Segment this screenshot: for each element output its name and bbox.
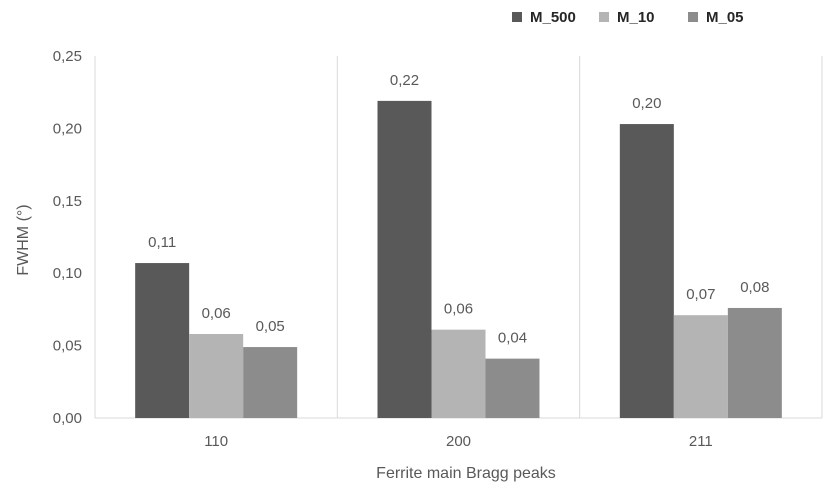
x-tick-label: 110 (204, 433, 228, 450)
legend-swatch-m-500 (512, 12, 522, 22)
data-label: 0,04 (498, 330, 527, 347)
data-label: 0,06 (444, 301, 473, 318)
bar-m-500 (619, 124, 674, 418)
y-tick-label: 0,25 (53, 48, 82, 65)
y-axis-title: FWHM (°) (15, 204, 32, 275)
data-label: 0,05 (256, 318, 285, 335)
y-tick-label: 0,20 (53, 120, 82, 137)
bar-m-10 (431, 329, 486, 418)
bars-layer (135, 100, 782, 418)
data-label: 0,07 (686, 286, 715, 303)
x-tick-label: 200 (446, 433, 471, 450)
bar-m-05 (727, 307, 782, 418)
legend-swatch-m-10 (599, 12, 609, 22)
bar-m-10 (673, 315, 728, 418)
bar-m-500 (377, 100, 432, 418)
y-tick-label: 0,10 (53, 265, 82, 282)
data-labels: 0,11 0,06 0,05 0,22 0,06 0,04 0,20 0,07 0,08 (148, 72, 769, 347)
legend: M_500 M_10 M_05 (512, 9, 744, 26)
bar-m-500 (135, 263, 190, 418)
data-label: 0,06 (202, 305, 231, 322)
data-label: 0,11 (148, 234, 176, 251)
x-axis: 110 200 211 (204, 433, 713, 450)
legend-label: M_10 (617, 9, 655, 26)
data-label: 0,22 (390, 72, 419, 89)
x-tick-label: 211 (689, 433, 713, 450)
legend-label: M_05 (706, 9, 744, 26)
x-axis-title: Ferrite main Bragg peaks (376, 465, 556, 482)
y-axis: 0,00 0,05 0,10 0,15 0,20 0,25 (53, 48, 82, 427)
legend-swatch-m-05 (688, 12, 698, 22)
y-tick-label: 0,15 (53, 193, 82, 210)
y-tick-label: 0,05 (53, 338, 82, 355)
data-label: 0,20 (632, 95, 661, 112)
bar-m-05 (243, 347, 298, 418)
bar-m-10 (189, 334, 244, 418)
bar-m-05 (485, 358, 540, 418)
data-label: 0,08 (740, 279, 769, 296)
y-tick-label: 0,00 (53, 410, 82, 427)
legend-label: M_500 (530, 9, 576, 26)
